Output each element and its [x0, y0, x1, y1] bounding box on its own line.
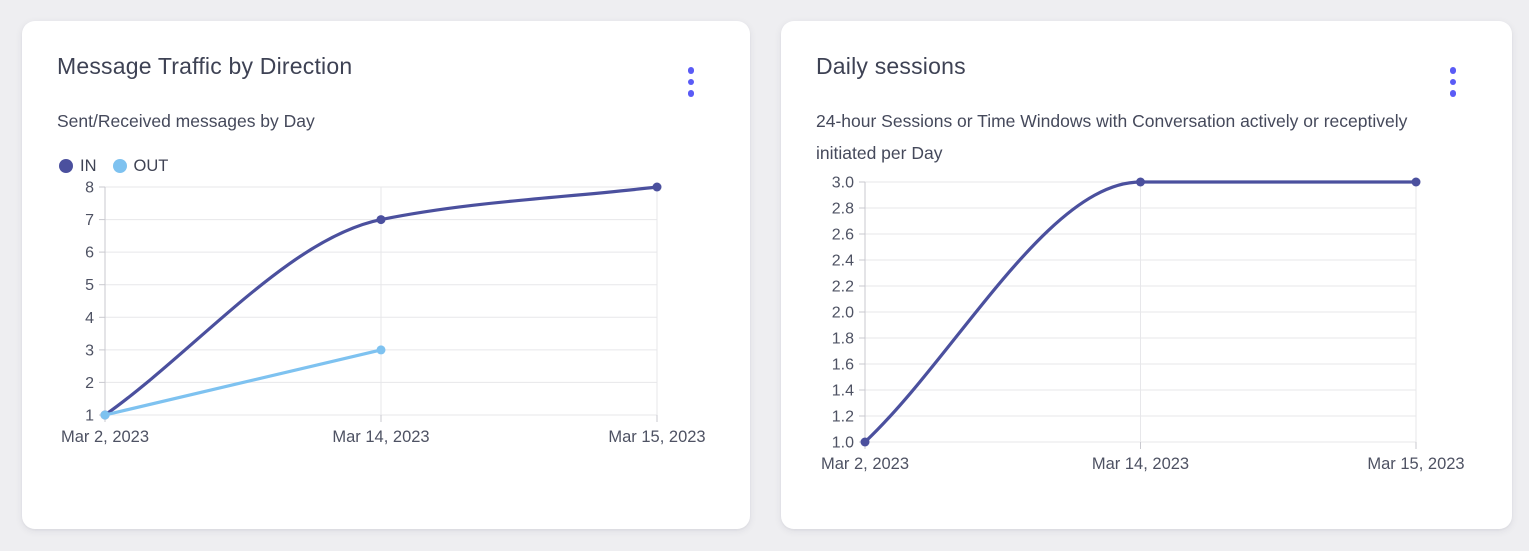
- daily-sessions-card: Daily sessions 24-hour Sessions or Time …: [781, 21, 1512, 529]
- legend-item[interactable]: IN: [59, 157, 97, 176]
- svg-text:7: 7: [85, 212, 94, 229]
- svg-text:1.0: 1.0: [832, 435, 854, 452]
- svg-text:1.6: 1.6: [832, 357, 854, 374]
- svg-text:Mar 14, 2023: Mar 14, 2023: [332, 428, 429, 446]
- svg-text:2.6: 2.6: [832, 227, 854, 244]
- svg-text:1.2: 1.2: [832, 409, 854, 426]
- message-traffic-card: Message Traffic by Direction Sent/Receiv…: [22, 21, 750, 529]
- svg-text:3.0: 3.0: [832, 175, 854, 192]
- svg-text:Mar 15, 2023: Mar 15, 2023: [608, 428, 705, 446]
- card-title: Daily sessions: [816, 53, 966, 79]
- card-menu-button[interactable]: [1438, 61, 1468, 103]
- legend-series-label: OUT: [133, 156, 169, 175]
- card-subtitle: 24-hour Sessions or Time Windows with Co…: [816, 111, 1408, 163]
- svg-text:6: 6: [85, 245, 94, 262]
- card-title: Message Traffic by Direction: [57, 53, 353, 79]
- daily-sessions-chart[interactable]: 3.0 2.8 2.6 2.4 2.2 2.0 1.8 1.6 1.4 1.2 1.0 Mar 2, …: [816, 174, 1476, 480]
- dashboard: Message Traffic by Direction Sent/Receiv…: [22, 21, 1512, 529]
- svg-text:2.8: 2.8: [832, 201, 854, 218]
- card-subtitle: Sent/Received messages by Day: [57, 111, 315, 131]
- svg-text:4: 4: [85, 310, 94, 327]
- legend-series-dot-icon: [59, 159, 73, 173]
- svg-text:2.4: 2.4: [832, 253, 854, 270]
- svg-text:2: 2: [85, 375, 94, 392]
- legend-series-dot-icon: [112, 159, 127, 173]
- svg-text:Mar 14, 2023: Mar 14, 2023: [1092, 455, 1189, 473]
- svg-text:1.4: 1.4: [832, 383, 854, 400]
- svg-text:1.8: 1.8: [832, 331, 854, 348]
- svg-text:Mar 2, 2023: Mar 2, 2023: [61, 428, 149, 446]
- card-menu-button[interactable]: [676, 61, 706, 103]
- legend-item[interactable]: OUT: [112, 156, 169, 176]
- svg-text:8: 8: [85, 180, 94, 197]
- svg-text:2.2: 2.2: [832, 279, 854, 296]
- message-traffic-chart[interactable]: 8 7 6 5 4 3 2 1 Mar 2, 2023 Mar 14, 2023 Mar 15, 2…: [57, 177, 717, 453]
- svg-text:3: 3: [85, 342, 94, 359]
- svg-text:Mar 15, 2023: Mar 15, 2023: [1367, 455, 1464, 473]
- svg-text:Mar 2, 2023: Mar 2, 2023: [821, 455, 909, 473]
- legend-series-label: IN: [80, 156, 97, 175]
- svg-text:2.0: 2.0: [832, 305, 854, 322]
- chart-legend: IN OUT: [57, 155, 715, 177]
- svg-text:5: 5: [85, 277, 94, 294]
- svg-text:1: 1: [85, 408, 94, 425]
